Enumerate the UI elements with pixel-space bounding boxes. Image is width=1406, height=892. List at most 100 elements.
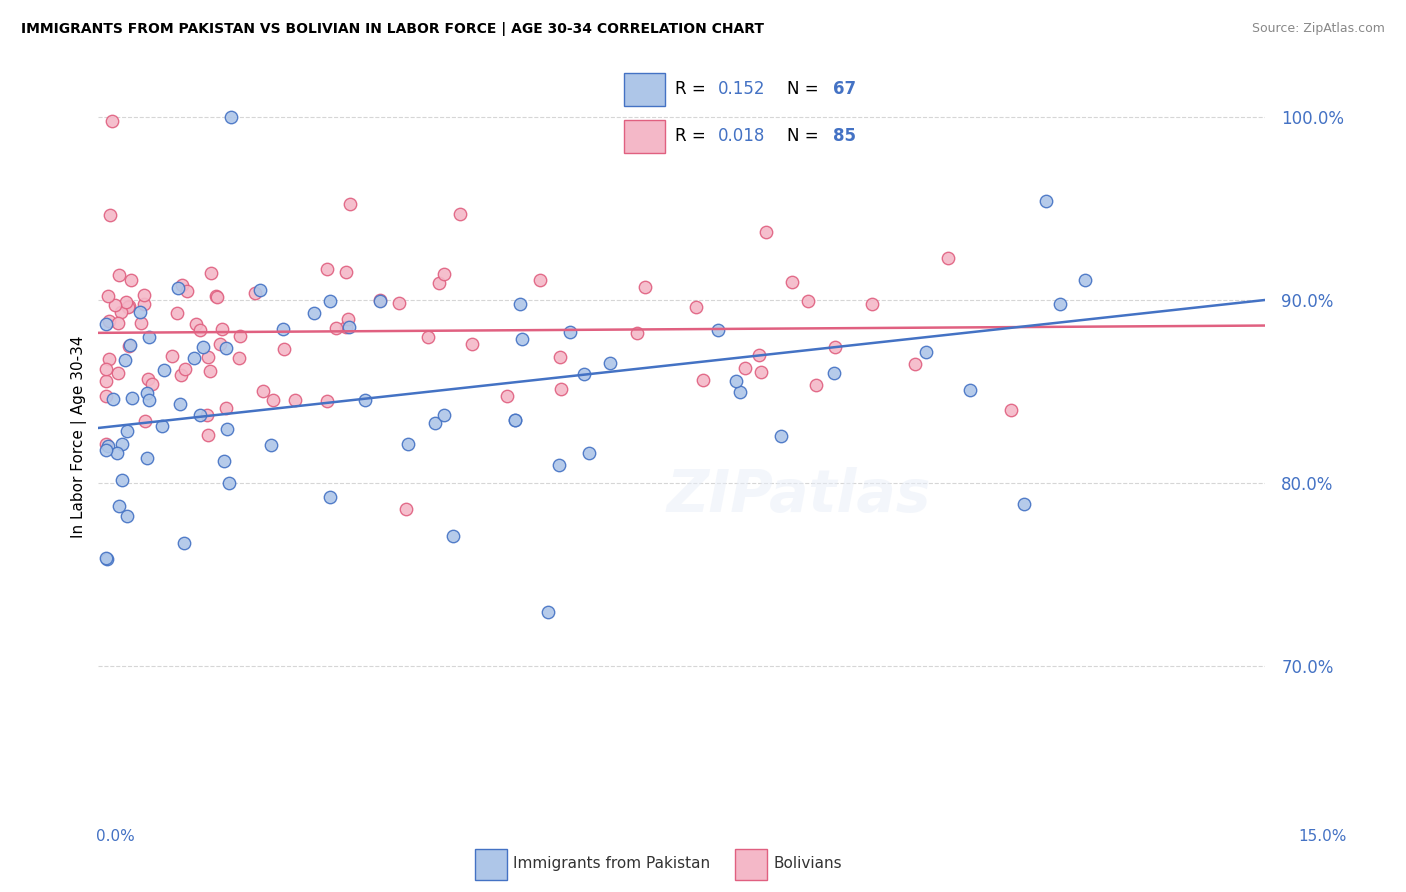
Point	[560, 325, 582, 339]
Point	[138, 330, 160, 344]
Point	[1074, 273, 1097, 287]
Point	[1000, 403, 1022, 417]
Point	[96, 388, 118, 402]
Point	[685, 300, 707, 314]
Text: 67: 67	[832, 79, 856, 97]
Point	[96, 361, 118, 376]
Point	[215, 401, 238, 415]
Point	[188, 408, 211, 422]
Point	[337, 320, 360, 334]
Point	[316, 262, 339, 277]
Point	[536, 605, 558, 619]
Point	[212, 454, 235, 468]
Bar	[624, 120, 665, 153]
Point	[135, 386, 157, 401]
Text: 0.152: 0.152	[717, 79, 765, 97]
Point	[138, 392, 160, 407]
Point	[117, 300, 139, 314]
Point	[197, 427, 219, 442]
Point	[325, 321, 347, 335]
Point	[96, 551, 118, 566]
Point	[550, 382, 572, 396]
Point	[804, 377, 827, 392]
Point	[129, 304, 152, 318]
Point	[915, 344, 938, 359]
Point	[101, 392, 124, 406]
Point	[97, 314, 120, 328]
Text: R =: R =	[675, 79, 711, 97]
Point	[205, 290, 228, 304]
Point	[423, 417, 446, 431]
Point	[103, 297, 125, 311]
Text: N =: N =	[787, 127, 824, 145]
Point	[166, 306, 188, 320]
Point	[368, 293, 391, 307]
Bar	[475, 849, 508, 880]
Text: N =: N =	[787, 79, 824, 97]
Point	[302, 306, 325, 320]
Point	[748, 348, 770, 362]
Point	[96, 437, 118, 451]
Text: 15.0%: 15.0%	[1299, 830, 1347, 844]
Point	[319, 490, 342, 504]
Point	[96, 374, 118, 388]
Bar	[624, 73, 665, 105]
Point	[153, 362, 176, 376]
Point	[728, 385, 751, 400]
Point	[115, 294, 138, 309]
Point	[755, 225, 778, 239]
Point	[228, 351, 250, 365]
Point	[427, 277, 450, 291]
Point	[96, 317, 118, 331]
Point	[433, 267, 456, 281]
Point	[578, 446, 600, 460]
Point	[441, 529, 464, 543]
Text: 85: 85	[832, 127, 856, 145]
Text: Bolivians: Bolivians	[773, 856, 842, 871]
Point	[503, 413, 526, 427]
Point	[692, 373, 714, 387]
Point	[135, 450, 157, 465]
Point	[114, 352, 136, 367]
Text: 0.0%: 0.0%	[96, 830, 135, 844]
Point	[100, 114, 122, 128]
Point	[184, 317, 207, 331]
Point	[134, 414, 156, 428]
Point	[211, 322, 233, 336]
Point	[108, 268, 131, 282]
Point	[117, 299, 139, 313]
Point	[174, 361, 197, 376]
Point	[132, 288, 155, 302]
Point	[98, 208, 121, 222]
Point	[111, 473, 134, 487]
Point	[107, 366, 129, 380]
Y-axis label: In Labor Force | Age 30-34: In Labor Force | Age 30-34	[72, 335, 87, 539]
Point	[509, 297, 531, 311]
Point	[118, 338, 141, 352]
Point	[959, 383, 981, 397]
Text: Source: ZipAtlas.com: Source: ZipAtlas.com	[1251, 22, 1385, 36]
Point	[503, 413, 526, 427]
Point	[548, 350, 571, 364]
Point	[395, 501, 418, 516]
Point	[335, 319, 357, 334]
Point	[461, 337, 484, 351]
Point	[433, 409, 456, 423]
Point	[1049, 296, 1071, 310]
Point	[105, 446, 128, 460]
Point	[141, 376, 163, 391]
Point	[734, 360, 756, 375]
Point	[725, 374, 748, 388]
Point	[339, 197, 361, 211]
Point	[319, 293, 342, 308]
Point	[183, 351, 205, 366]
Point	[368, 293, 391, 308]
Point	[396, 437, 419, 451]
Text: R =: R =	[675, 127, 711, 145]
Point	[229, 329, 252, 343]
Point	[191, 340, 214, 354]
Point	[418, 330, 440, 344]
Point	[547, 458, 569, 472]
Point	[634, 280, 657, 294]
Point	[512, 333, 534, 347]
